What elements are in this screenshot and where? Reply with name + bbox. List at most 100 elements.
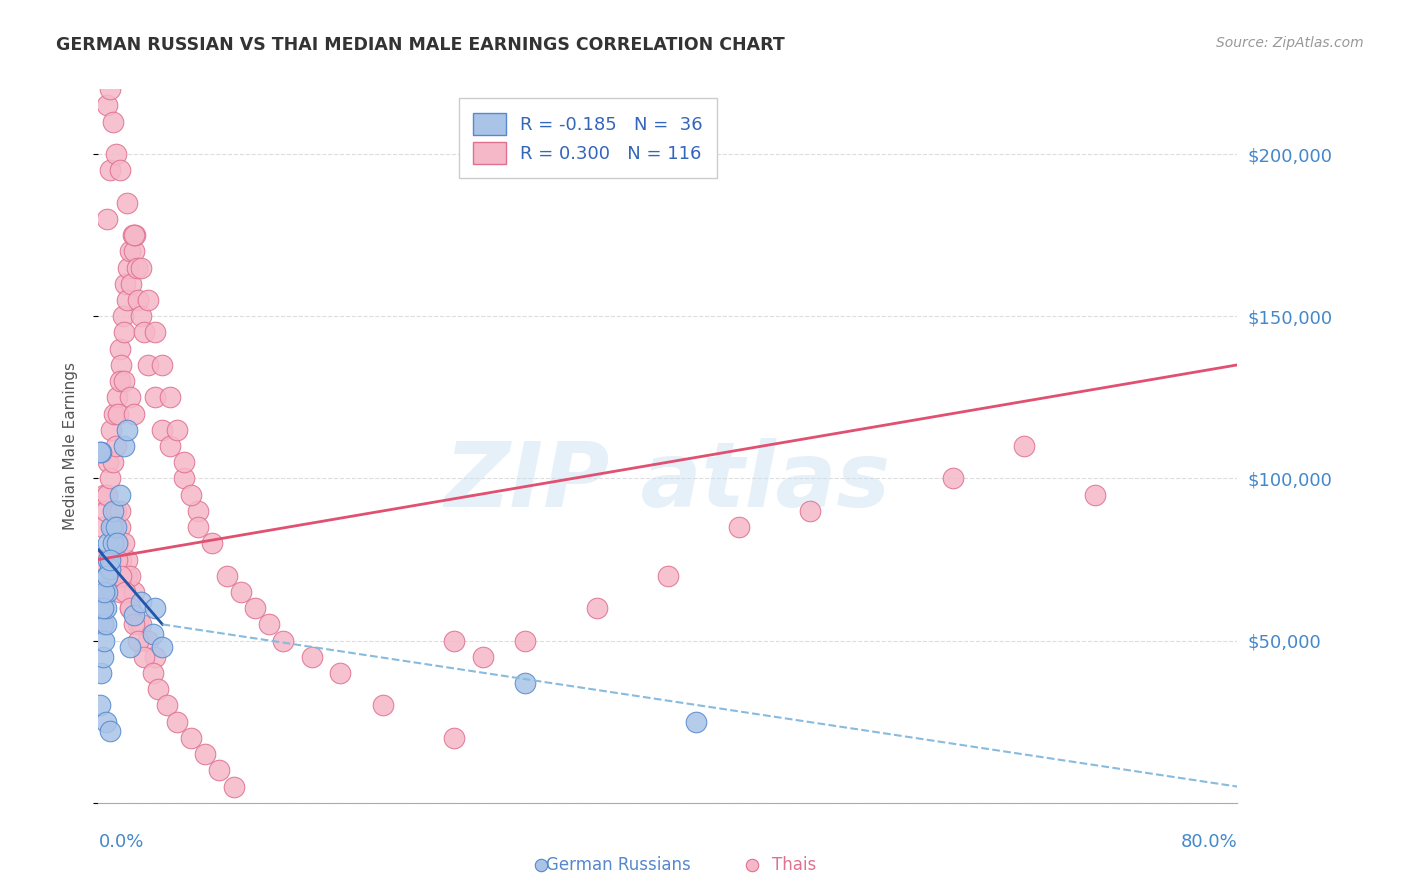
Point: [112, 326, 135, 340]
Text: German Russians: German Russians: [547, 856, 690, 874]
Point: [156, 698, 179, 713]
Point: [443, 633, 465, 648]
Point: [91, 617, 114, 632]
Point: [657, 568, 679, 582]
Point: [222, 780, 245, 794]
Point: [122, 607, 145, 622]
Point: [132, 649, 155, 664]
Point: [136, 293, 159, 307]
Point: [96, 585, 118, 599]
Point: [112, 374, 135, 388]
Point: [101, 504, 124, 518]
Point: [104, 439, 127, 453]
Point: [194, 747, 217, 761]
Point: [104, 520, 127, 534]
Point: [152, 423, 174, 437]
Point: [942, 471, 965, 485]
Point: [103, 407, 125, 421]
Point: [152, 640, 174, 654]
Point: [93, 633, 115, 648]
Point: [1084, 488, 1107, 502]
Point: [97, 455, 120, 469]
Point: [94, 504, 117, 518]
Point: [108, 520, 131, 534]
Point: [201, 536, 224, 550]
Point: [101, 455, 124, 469]
Point: [91, 649, 114, 664]
Point: [180, 731, 202, 745]
Point: [101, 520, 124, 534]
Point: [97, 552, 120, 566]
Point: [127, 617, 149, 632]
Point: [259, 617, 281, 632]
Point: [115, 293, 138, 307]
Point: [159, 439, 181, 453]
Point: [118, 601, 141, 615]
Point: [443, 731, 465, 745]
Point: [173, 471, 195, 485]
Point: [91, 601, 114, 615]
Point: [112, 536, 135, 550]
Point: [107, 536, 129, 550]
Point: [471, 649, 494, 664]
Point: [136, 358, 159, 372]
Point: [90, 445, 112, 459]
Point: [98, 82, 121, 96]
Point: [129, 260, 152, 275]
Point: [108, 488, 131, 502]
Point: [373, 698, 395, 713]
Point: [173, 455, 195, 469]
Point: [129, 617, 152, 632]
Point: [741, 858, 763, 872]
Point: [122, 407, 145, 421]
Point: [685, 714, 707, 729]
Point: [97, 536, 120, 550]
Text: Thais: Thais: [772, 856, 817, 874]
Point: [229, 585, 252, 599]
Point: [100, 423, 122, 437]
Point: [122, 228, 145, 243]
Point: [108, 504, 131, 518]
Point: [110, 358, 132, 372]
Point: [187, 520, 209, 534]
Point: [136, 633, 159, 648]
Text: GERMAN RUSSIAN VS THAI MEDIAN MALE EARNINGS CORRELATION CHART: GERMAN RUSSIAN VS THAI MEDIAN MALE EARNI…: [56, 36, 785, 54]
Point: [129, 595, 152, 609]
Point: [101, 520, 124, 534]
Text: 80.0%: 80.0%: [1181, 833, 1237, 851]
Point: [105, 536, 128, 550]
Point: [104, 504, 127, 518]
Point: [115, 423, 138, 437]
Point: [159, 390, 181, 404]
Point: [515, 633, 537, 648]
Point: [91, 617, 114, 632]
Point: [108, 342, 131, 356]
Point: [96, 488, 118, 502]
Point: [145, 326, 167, 340]
Point: [94, 617, 117, 632]
Point: [273, 633, 295, 648]
Point: [122, 617, 145, 632]
Point: [98, 562, 121, 576]
Y-axis label: Median Male Earnings: Median Male Earnings: [63, 362, 77, 530]
Point: [301, 649, 323, 664]
Point: [141, 666, 163, 681]
Point: [530, 858, 553, 872]
Point: [112, 439, 135, 453]
Point: [1012, 439, 1035, 453]
Point: [108, 163, 131, 178]
Point: [118, 244, 141, 259]
Point: [515, 675, 537, 690]
Point: [132, 326, 155, 340]
Point: [91, 520, 114, 534]
Point: [89, 445, 111, 459]
Point: [105, 390, 128, 404]
Point: [98, 552, 121, 566]
Point: [120, 277, 142, 291]
Point: [101, 536, 124, 550]
Point: [104, 147, 127, 161]
Legend: R = -0.185   N =  36, R = 0.300   N = 116: R = -0.185 N = 36, R = 0.300 N = 116: [458, 98, 717, 178]
Point: [89, 698, 111, 713]
Point: [145, 390, 167, 404]
Point: [728, 520, 751, 534]
